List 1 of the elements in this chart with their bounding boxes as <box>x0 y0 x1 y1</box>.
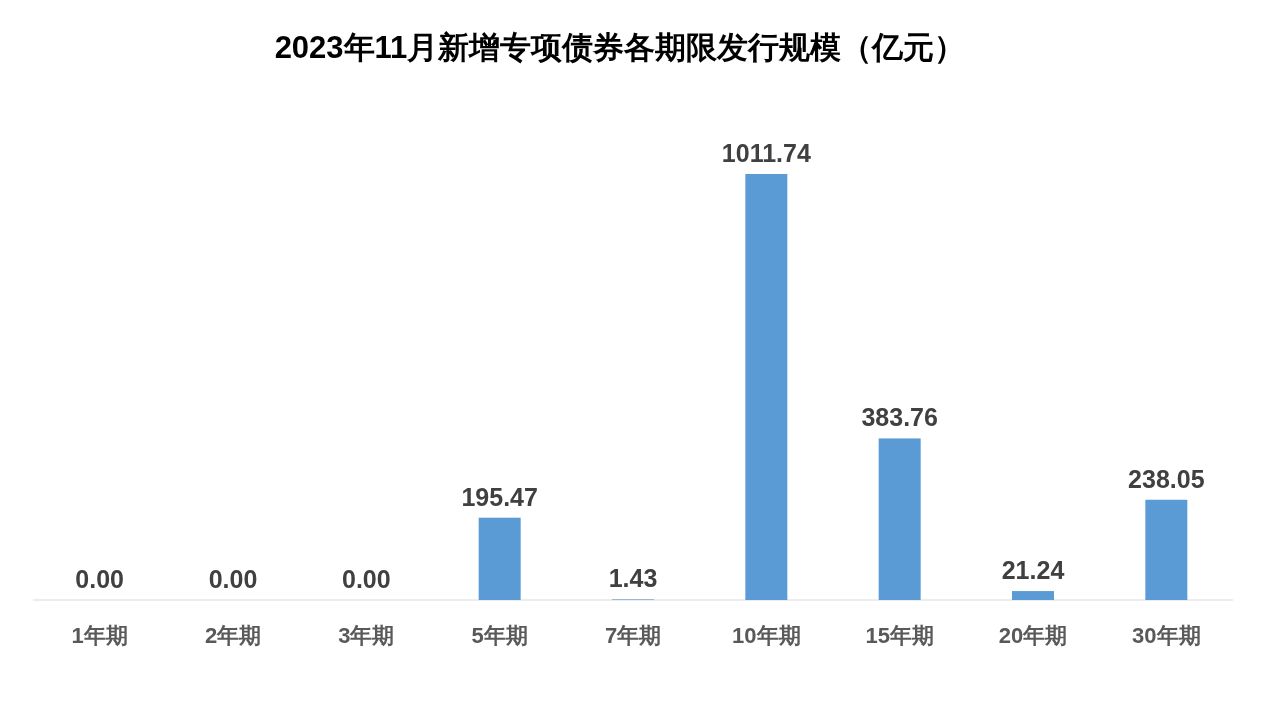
title: 2023年11月新增专项债券各期限发行规模（亿元） <box>274 30 966 65</box>
